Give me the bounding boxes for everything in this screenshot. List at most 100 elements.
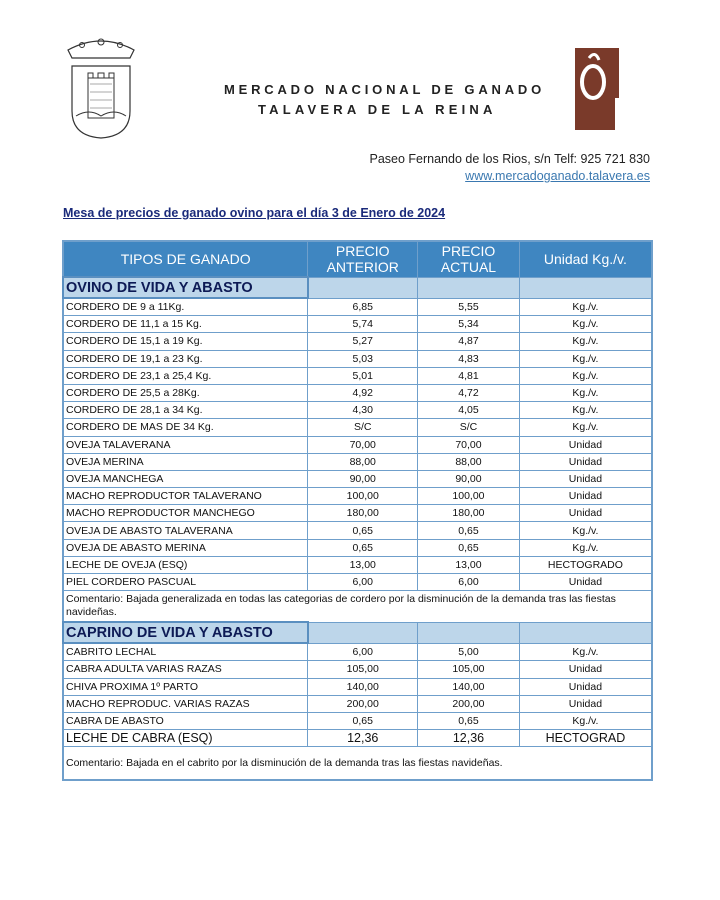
current-price: 5,55 xyxy=(417,297,520,317)
section-title: OVINO DE VIDA Y ABASTO xyxy=(62,276,309,299)
current-price: 0,65 xyxy=(417,521,520,540)
table-row: LECHE DE CABRA (ESQ) 12,36 12,36 HECTOGRAD xyxy=(62,729,653,748)
unit: Kg./v. xyxy=(518,418,653,437)
previous-price: 4,30 xyxy=(307,401,419,420)
comment-row: Comentario: Bajada en el cabrito por la … xyxy=(62,746,653,781)
table-row: CORDERO DE 23,1 a 25,4 Kg. 5,01 4,81 Kg./v. xyxy=(62,366,653,385)
table-row: OVEJA MANCHEGA 90,00 90,00 Unidad xyxy=(62,469,653,489)
previous-price: 5,74 xyxy=(307,315,419,334)
section-header-row: CAPRINO DE VIDA Y ABASTO xyxy=(62,621,653,645)
current-price: 70,00 xyxy=(417,435,520,454)
previous-price: 180,00 xyxy=(307,504,419,523)
previous-price: 90,00 xyxy=(307,469,419,489)
header-unidad: Unidad Kg./v. xyxy=(518,240,653,278)
city-coat-of-arms-logo xyxy=(67,38,135,139)
table-row: MACHO REPRODUCTOR MANCHEGO 180,00 180,00 Un… xyxy=(62,504,653,523)
previous-price: 0,65 xyxy=(307,521,419,540)
livestock-type: CORDERO DE 15,1 a 19 Kg. xyxy=(62,332,309,351)
market-name: MERCADO NACIONAL DE GANADO xyxy=(224,82,546,97)
unit: Unidad xyxy=(518,694,653,713)
current-price: 5,34 xyxy=(417,315,520,334)
header-precio-actual: PRECIO ACTUAL xyxy=(417,240,520,278)
website-link[interactable]: www.mercadoganado.talavera.es xyxy=(465,169,650,183)
previous-price: 5,01 xyxy=(307,366,419,385)
previous-price: 100,00 xyxy=(307,487,419,506)
table-row: OVEJA TALAVERANA 70,00 70,00 Unidad xyxy=(62,435,653,454)
current-price: 200,00 xyxy=(417,694,520,713)
header-tipos: TIPOS DE GANADO xyxy=(62,240,309,278)
current-price: S/C xyxy=(417,418,520,437)
livestock-type: CORDERO DE MAS DE 34 Kg. xyxy=(62,418,309,437)
livestock-type: MACHO REPRODUCTOR MANCHEGO xyxy=(62,504,309,523)
previous-price: 0,65 xyxy=(307,538,419,557)
current-price: 12,36 xyxy=(417,729,520,748)
previous-price: 6,00 xyxy=(307,572,419,592)
previous-price: 200,00 xyxy=(307,694,419,713)
unit: Kg./v. xyxy=(518,315,653,334)
livestock-type: OVEJA TALAVERANA xyxy=(62,435,309,454)
table-row: CORDERO DE MAS DE 34 Kg. S/C S/C Kg./v. xyxy=(62,418,653,437)
livestock-type: OVEJA DE ABASTO TALAVERANA xyxy=(62,521,309,540)
unit: Kg./v. xyxy=(518,521,653,540)
market-brand-logo xyxy=(575,48,619,130)
current-price: 4,72 xyxy=(417,383,520,403)
current-price: 4,87 xyxy=(417,332,520,351)
table-row: CORDERO DE 9 a 11Kg. 6,85 5,55 Kg./v. xyxy=(62,297,653,317)
unit: Kg./v. xyxy=(518,401,653,420)
table-row: CABRITO LECHAL 6,00 5,00 Kg./v. xyxy=(62,642,653,662)
livestock-type: CORDERO DE 28,1 a 34 Kg. xyxy=(62,401,309,420)
unit: Unidad xyxy=(518,504,653,523)
previous-price: 6,85 xyxy=(307,297,419,317)
unit: Unidad xyxy=(518,435,653,454)
livestock-type: MACHO REPRODUCTOR TALAVERANO xyxy=(62,487,309,506)
livestock-type: CABRA ADULTA VARIAS RAZAS xyxy=(62,660,309,679)
unit: Unidad xyxy=(518,677,653,696)
unit: Kg./v. xyxy=(518,349,653,368)
current-price: 90,00 xyxy=(417,469,520,489)
section-empty-cell xyxy=(518,621,653,644)
previous-price: 4,92 xyxy=(307,383,419,403)
current-price: 6,00 xyxy=(417,572,520,592)
unit: Unidad xyxy=(518,572,653,592)
previous-price: 5,27 xyxy=(307,332,419,351)
livestock-type: CORDERO DE 19,1 a 23 Kg. xyxy=(62,349,309,368)
address-phone: Paseo Fernando de los Rios, s/n Telf: 92… xyxy=(369,152,650,166)
header-precio-anterior: PRECIO ANTERIOR xyxy=(307,240,419,278)
table-row: OVEJA MERINA 88,00 88,00 Unidad xyxy=(62,452,653,471)
livestock-type: CORDERO DE 11,1 a 15 Kg. xyxy=(62,315,309,334)
comment-row: Comentario: Bajada generalizada en todas… xyxy=(62,590,653,623)
unit: Kg./v. xyxy=(518,383,653,403)
current-price: 88,00 xyxy=(417,452,520,471)
unit: Kg./v. xyxy=(518,642,653,662)
unit: Unidad xyxy=(518,452,653,471)
current-price: 100,00 xyxy=(417,487,520,506)
unit: HECTOGRAD xyxy=(518,729,653,748)
previous-price: S/C xyxy=(307,418,419,437)
current-price: 4,83 xyxy=(417,349,520,368)
previous-price: 70,00 xyxy=(307,435,419,454)
table-row: CORDERO DE 25,5 a 28Kg. 4,92 4,72 Kg./v. xyxy=(62,383,653,403)
current-price: 180,00 xyxy=(417,504,520,523)
table-row: CORDERO DE 15,1 a 19 Kg. 5,27 4,87 Kg./v. xyxy=(62,332,653,351)
previous-price: 105,00 xyxy=(307,660,419,679)
livestock-type: CHIVA PROXIMA 1º PARTO xyxy=(62,677,309,696)
table-row: OVEJA DE ABASTO TALAVERANA 0,65 0,65 Kg./v. xyxy=(62,521,653,540)
current-price: 140,00 xyxy=(417,677,520,696)
previous-price: 140,00 xyxy=(307,677,419,696)
current-price: 4,05 xyxy=(417,401,520,420)
previous-price: 13,00 xyxy=(307,555,419,575)
unit: Kg./v. xyxy=(518,711,653,731)
table-row: CHIVA PROXIMA 1º PARTO 140,00 140,00 Unidad xyxy=(62,677,653,696)
previous-price: 0,65 xyxy=(307,711,419,731)
table-row: OVEJA DE ABASTO MERINA 0,65 0,65 Kg./v. xyxy=(62,538,653,557)
unit: Kg./v. xyxy=(518,538,653,557)
livestock-type: MACHO REPRODUC. VARIAS RAZAS xyxy=(62,694,309,713)
unit: HECTOGRADO xyxy=(518,555,653,575)
livestock-type: CABRITO LECHAL xyxy=(62,642,309,662)
current-price: 0,65 xyxy=(417,711,520,731)
livestock-type: CABRA DE ABASTO xyxy=(62,711,309,731)
section-empty-cell xyxy=(417,621,520,644)
price-table: TIPOS DE GANADO PRECIO ANTERIOR PRECIO A… xyxy=(62,240,653,782)
previous-price: 12,36 xyxy=(307,729,419,748)
section-header-row: OVINO DE VIDA Y ABASTO xyxy=(62,276,653,299)
